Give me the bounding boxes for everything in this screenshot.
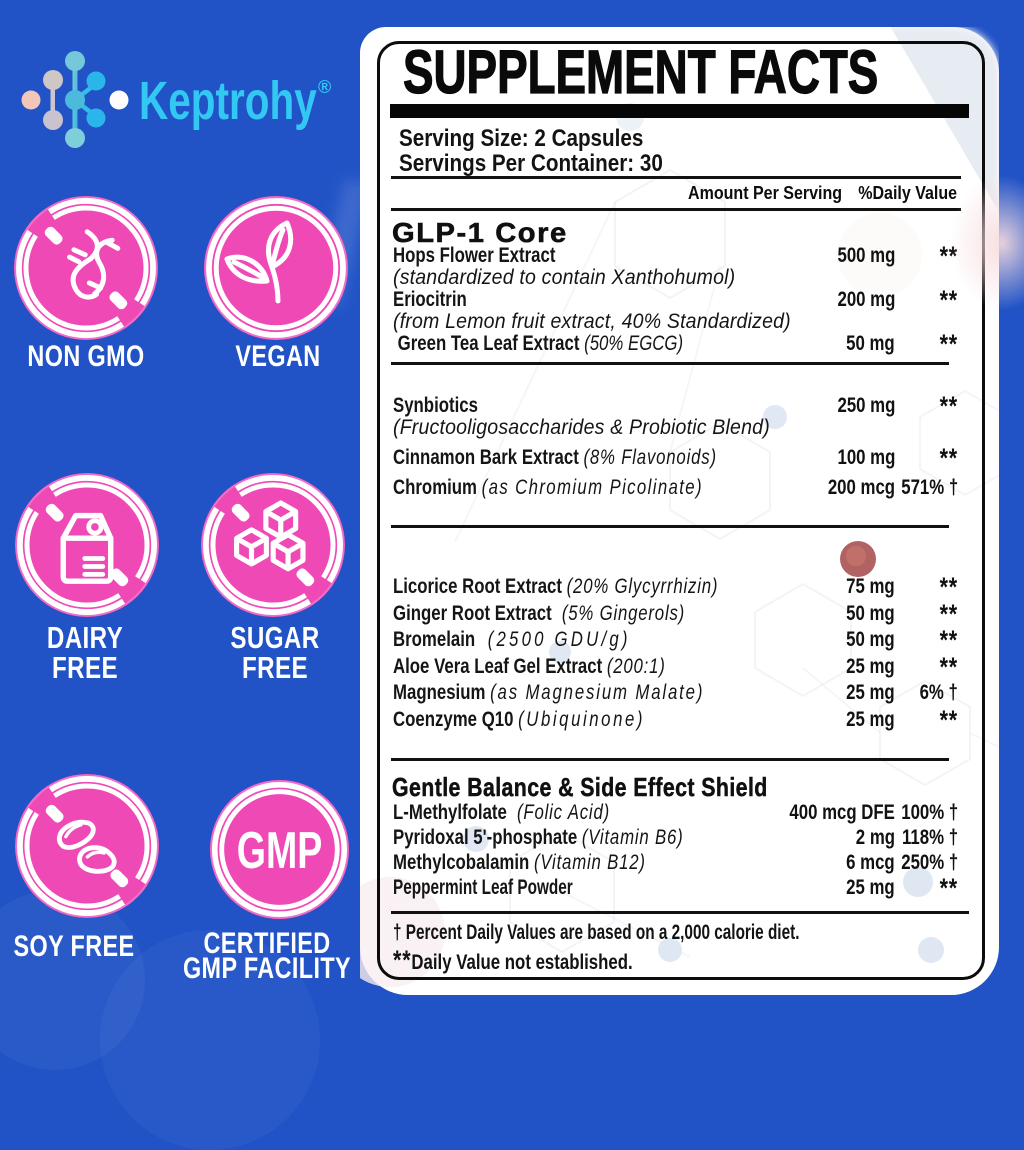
svg-text:GMP: GMP [237, 821, 323, 880]
svg-text:Keptrohy: Keptrohy [139, 71, 317, 131]
svg-text:®: ® [318, 77, 331, 97]
